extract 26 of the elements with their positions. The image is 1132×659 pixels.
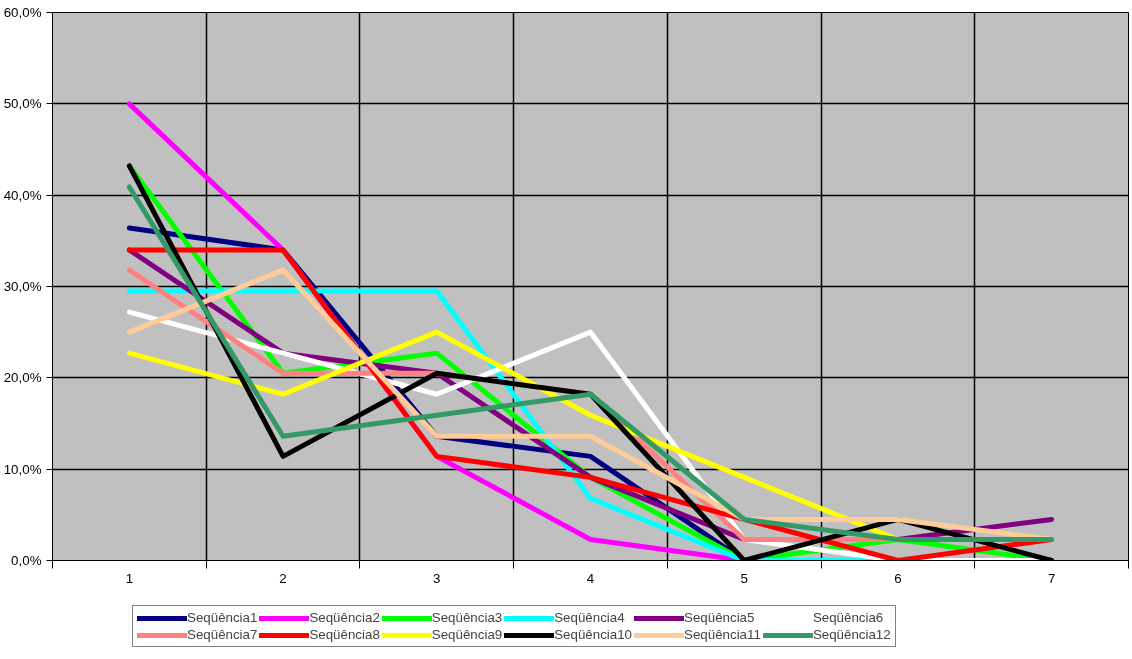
legend-label: Seqüência4	[554, 610, 625, 625]
legend-label: Seqüência8	[309, 627, 380, 642]
y-tick-label: 60,0%	[3, 5, 42, 20]
x-tick-label: 7	[1047, 570, 1056, 586]
legend-label: Seqüência5	[684, 610, 755, 625]
y-tick-label: 40,0%	[3, 187, 42, 203]
x-tick-label: 4	[586, 570, 595, 586]
legend-label: Seqüência11	[684, 627, 761, 642]
legend-label: Seqüência7	[187, 627, 258, 642]
x-tick-label: 3	[433, 570, 441, 586]
legend-label: Seqüência1	[187, 610, 258, 625]
y-tick-label: 50,0%	[3, 96, 42, 112]
legend-label: Seqüência9	[431, 627, 503, 642]
y-tick-label: 10,0%	[3, 461, 42, 477]
x-tick-label: 1	[125, 570, 134, 586]
legend-label: Seqüência10	[554, 627, 633, 642]
y-tick-label: 0,0%	[11, 553, 42, 568]
x-tick-label: 6	[894, 570, 902, 586]
legend-label: Seqüência3	[431, 610, 503, 625]
x-tick-label: 2	[279, 570, 287, 586]
legend-label: Seqüência12	[812, 627, 891, 642]
y-tick-label: 30,0%	[3, 279, 42, 294]
x-tick-label: 5	[740, 570, 748, 586]
text: Seqüência6	[812, 610, 884, 625]
legend-label: Seqüência2	[309, 610, 380, 625]
y-tick-label: 20,0%	[3, 370, 42, 386]
